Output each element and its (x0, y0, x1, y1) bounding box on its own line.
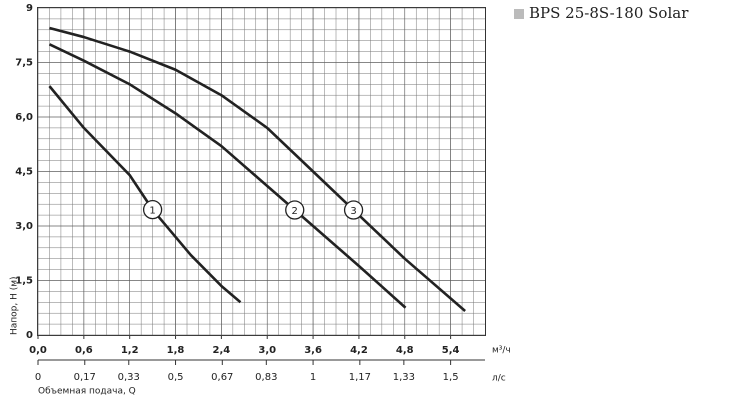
curve-label-circle (142, 199, 163, 220)
curve-label: 1 (149, 206, 155, 217)
chart-title: BPS 25-8S-180 Solar (529, 4, 689, 22)
x2-tick-label: 1,17 (349, 372, 371, 383)
x-unit: м³/ч (492, 346, 511, 356)
x2-tick-label: 1 (310, 372, 316, 383)
y-tick-label: 9 (26, 3, 33, 14)
y-tick-label: 1,5 (15, 276, 33, 287)
x-tick-label: 4,2 (350, 345, 368, 356)
x2-tick-label: 0,5 (168, 372, 184, 383)
plot-frame (37, 7, 486, 336)
x-tick-label: 3,0 (258, 345, 276, 356)
x-tick-label: 1,8 (167, 345, 185, 356)
pump-curve (48, 85, 242, 304)
x-tick-label: 5,4 (442, 345, 460, 356)
x-tick-label: 0,0 (29, 345, 47, 356)
legend-swatch (514, 9, 524, 19)
x2-tick-label: 1,5 (443, 372, 459, 383)
x2-tick-label: 1,33 (393, 372, 415, 383)
pump-curve (49, 26, 466, 313)
y-tick-label: 4,5 (15, 167, 33, 178)
x-tick-label: 1,2 (121, 345, 139, 356)
y-tick-label: 6,0 (15, 112, 33, 123)
x-tick-label: 4,8 (396, 345, 414, 356)
x-axis-label: Объемная подача, Q (38, 387, 136, 397)
x2-tick-label: 0,67 (211, 372, 233, 383)
curve-label: 3 (350, 206, 356, 217)
curve-label-circle (343, 200, 364, 220)
curve-label: 2 (292, 206, 298, 217)
x2-tick-label: 0,33 (118, 372, 140, 383)
x-tick-label: 0,6 (75, 345, 93, 356)
x-tick-label: 2,4 (213, 345, 231, 356)
curve-label-circle (285, 200, 305, 220)
x2-tick-label: 0,83 (255, 372, 277, 383)
x2-tick-label: 0 (35, 372, 41, 383)
y-tick-label: 7,5 (15, 58, 33, 69)
y-tick-label: 0 (26, 330, 33, 341)
x-tick-label: 3,6 (304, 345, 322, 356)
x2-unit: л/с (492, 374, 506, 384)
pump-curve (48, 43, 407, 309)
y-tick-label: 3,0 (15, 221, 33, 232)
y-axis-label: Напор, H (м) (10, 276, 20, 335)
x2-tick-label: 0,17 (74, 372, 96, 383)
